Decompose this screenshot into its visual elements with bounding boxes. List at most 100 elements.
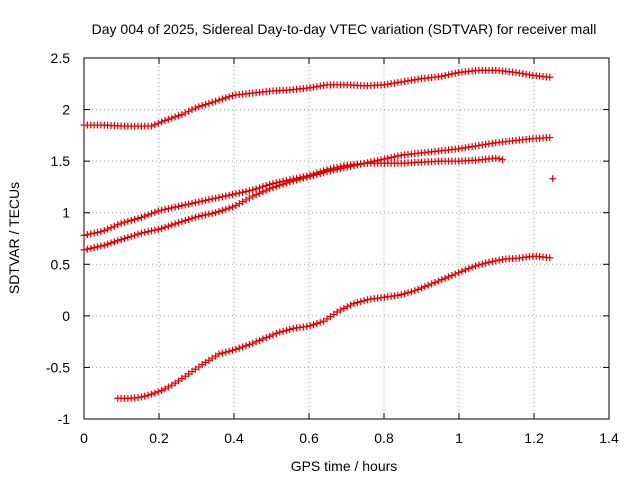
- data-point: [215, 350, 223, 358]
- data-point: [134, 214, 142, 222]
- data-point: [451, 270, 459, 278]
- data-point: [151, 208, 159, 216]
- data-point: [343, 303, 351, 311]
- data-point: [313, 319, 321, 327]
- data-point: [205, 210, 213, 218]
- data-point: [218, 193, 226, 201]
- data-point: [191, 104, 199, 112]
- data-point: [411, 287, 419, 295]
- series-4: [114, 252, 554, 402]
- data-point: [215, 96, 223, 104]
- data-point: [164, 205, 172, 213]
- data-point: [215, 207, 223, 215]
- data-point: [245, 341, 253, 349]
- data-point: [283, 179, 290, 187]
- data-point: [445, 71, 452, 79]
- data-point: [124, 217, 132, 225]
- data-point: [360, 297, 368, 305]
- y-axis-label: SDTVAR / TECUs: [6, 182, 22, 294]
- data-point: [472, 262, 479, 270]
- data-point: [357, 160, 365, 168]
- data-point: [242, 342, 250, 350]
- data-point: [168, 204, 176, 212]
- data-point: [154, 388, 162, 396]
- data-point: [124, 233, 132, 241]
- data-point: [225, 191, 233, 199]
- data-point: [225, 93, 233, 101]
- data-point: [87, 244, 95, 252]
- data-point: [131, 231, 139, 239]
- data-point: [218, 206, 226, 214]
- data-point: [364, 296, 371, 304]
- data-point: [428, 280, 436, 288]
- data-point: [448, 271, 456, 279]
- data-point: [397, 291, 405, 299]
- data-point: [181, 217, 189, 225]
- data-point: [90, 244, 98, 252]
- data-point: [144, 211, 152, 219]
- data-point: [185, 215, 193, 223]
- data-point: [164, 222, 172, 230]
- y-tick-label: -0.5: [46, 359, 70, 375]
- data-point: [495, 155, 503, 163]
- data-point: [83, 245, 91, 253]
- data-point: [488, 258, 496, 266]
- data-point: [259, 335, 267, 343]
- data-point: [492, 154, 500, 162]
- data-point: [175, 219, 182, 227]
- data-point: [350, 162, 358, 170]
- data-point: [110, 222, 118, 230]
- data-point: [144, 391, 152, 399]
- data-point: [337, 165, 344, 173]
- y-tick-label: 2.5: [51, 50, 71, 66]
- data-point: [320, 169, 328, 177]
- data-point: [97, 228, 105, 236]
- data-point: [148, 390, 155, 398]
- data-point: [306, 322, 314, 330]
- data-point: [164, 115, 172, 123]
- data-point: [239, 188, 247, 196]
- data-point: [404, 289, 412, 297]
- data-point: [279, 180, 287, 188]
- data-point: [83, 231, 91, 239]
- data-point: [168, 114, 176, 122]
- data-point: [461, 266, 469, 274]
- data-point: [458, 267, 466, 275]
- chart-title: Day 004 of 2025, Sidereal Day-to-day VTE…: [92, 21, 597, 37]
- data-point: [343, 163, 351, 171]
- data-point: [208, 98, 216, 106]
- data-point: [546, 254, 554, 262]
- data-point: [198, 212, 206, 220]
- data-point: [148, 227, 155, 235]
- data-point: [549, 175, 557, 183]
- y-tick-label: 0.5: [51, 256, 71, 272]
- data-point: [478, 260, 486, 268]
- data-point: [148, 210, 155, 218]
- data-point: [313, 170, 321, 178]
- x-tick-label: 1: [455, 430, 463, 446]
- data-point: [104, 225, 112, 233]
- data-point: [218, 349, 226, 357]
- data-point: [492, 257, 500, 265]
- series-3: [80, 154, 506, 254]
- data-point: [212, 194, 220, 202]
- data-point: [191, 199, 199, 207]
- data-point: [144, 228, 152, 236]
- y-tick-label: 2: [62, 102, 70, 118]
- data-point: [252, 338, 260, 346]
- data-point: [407, 288, 415, 296]
- x-axis-label: GPS time / hours: [291, 458, 398, 474]
- data-point: [188, 106, 196, 114]
- data-point: [424, 281, 432, 289]
- data-point: [239, 343, 247, 351]
- data-point: [121, 218, 128, 226]
- data-point: [117, 236, 125, 244]
- data-point: [131, 215, 139, 223]
- data-point: [222, 348, 230, 356]
- data-point: [357, 298, 365, 306]
- data-point: [90, 229, 98, 237]
- data-point: [195, 198, 203, 206]
- data-point: [347, 301, 355, 309]
- x-tick-label: 1.2: [524, 430, 544, 446]
- data-point: [303, 173, 311, 181]
